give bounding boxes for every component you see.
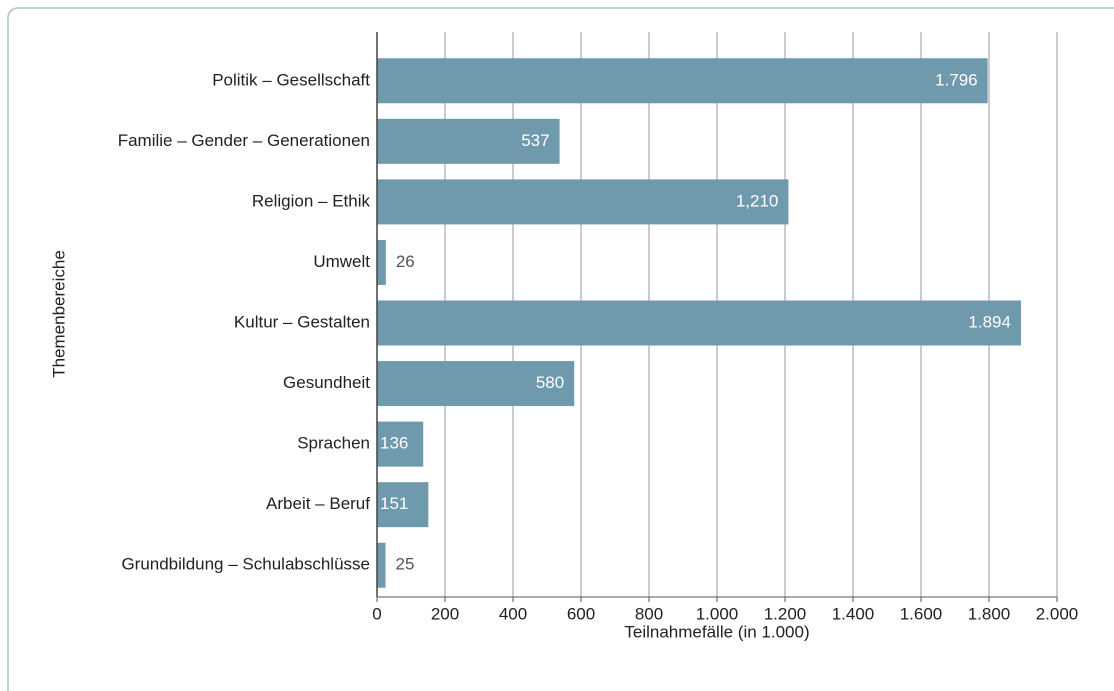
x-axis-title: Teilnahmefälle (in 1.000) xyxy=(624,622,809,641)
value-label: 25 xyxy=(396,555,415,574)
x-tick-label: 200 xyxy=(431,604,459,623)
value-label: 537 xyxy=(521,131,549,150)
y-tick-label: Umwelt xyxy=(313,252,370,271)
bar xyxy=(377,542,386,588)
y-tick-label: Kultur – Gestalten xyxy=(234,312,370,331)
bar xyxy=(377,361,575,407)
bar xyxy=(377,58,988,104)
frame xyxy=(7,7,1114,691)
y-tick-label: Religion – Ethik xyxy=(252,191,371,210)
x-tick-label: 1.600 xyxy=(900,604,943,623)
value-label: 151 xyxy=(380,494,408,513)
value-label: 1.894 xyxy=(968,312,1011,331)
y-tick-label: Sprachen xyxy=(297,434,370,453)
x-tick-label: 1.200 xyxy=(764,604,807,623)
x-tick-label: 600 xyxy=(567,604,595,623)
value-label: 26 xyxy=(396,252,415,271)
value-label: 136 xyxy=(380,434,408,453)
x-tick-label: 1.000 xyxy=(696,604,739,623)
y-tick-label: Politik – Gesellschaft xyxy=(212,70,370,89)
value-label: 1.796 xyxy=(935,70,978,89)
x-tick-label: 0 xyxy=(372,604,381,623)
bar xyxy=(377,300,1021,346)
y-tick-label: Familie – Gender – Generationen xyxy=(118,131,370,150)
bar xyxy=(377,482,429,528)
value-label: 580 xyxy=(536,373,564,392)
x-tick-label: 1.800 xyxy=(968,604,1011,623)
bar xyxy=(377,239,386,285)
x-tick-label: 2.000 xyxy=(1036,604,1079,623)
value-label: 1,210 xyxy=(736,191,779,210)
bar xyxy=(377,421,424,467)
bar xyxy=(377,179,789,225)
y-tick-label: Gesundheit xyxy=(283,373,370,392)
y-tick-label: Grundbildung – Schulabschlüsse xyxy=(121,555,370,574)
x-tick-label: 800 xyxy=(635,604,663,623)
y-axis-title: Themenbereiche xyxy=(49,250,68,378)
x-tick-label: 1.400 xyxy=(832,604,875,623)
y-tick-label: Arbeit – Beruf xyxy=(266,494,370,513)
x-tick-label: 400 xyxy=(499,604,527,623)
bar xyxy=(377,118,560,164)
